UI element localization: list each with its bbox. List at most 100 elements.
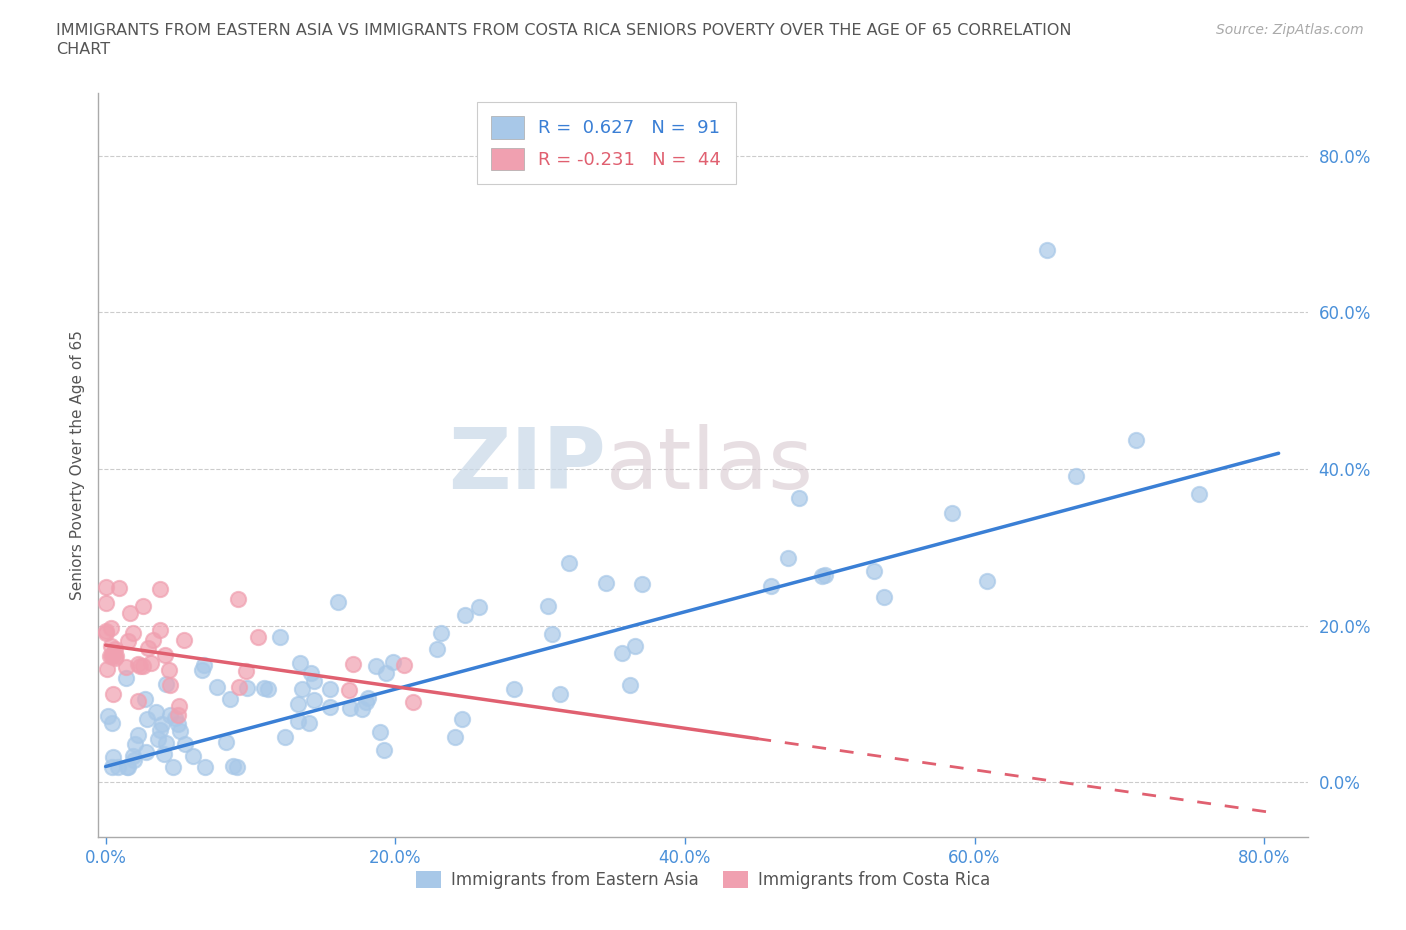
Point — [131, 658, 153, 673]
Point — [150, 717, 173, 732]
Point — [115, 660, 138, 675]
Point — [207, 680, 229, 695]
Point — [153, 746, 176, 761]
Point — [127, 657, 149, 671]
Point — [124, 737, 146, 751]
Point — [357, 690, 380, 705]
Point — [145, 705, 167, 720]
Point — [107, 580, 129, 595]
Point — [595, 576, 617, 591]
Point — [761, 578, 783, 593]
Point — [117, 634, 139, 649]
Point — [94, 579, 117, 594]
Point — [100, 620, 122, 635]
Point — [103, 686, 125, 701]
Point — [190, 662, 212, 677]
Point — [402, 695, 425, 710]
Point — [114, 671, 136, 685]
Point — [167, 708, 190, 723]
Point — [1036, 242, 1059, 257]
Point — [142, 632, 165, 647]
Point — [96, 662, 118, 677]
Point — [174, 737, 197, 751]
Point — [246, 630, 269, 644]
Point — [167, 698, 190, 713]
Point — [136, 711, 159, 726]
Point — [100, 639, 122, 654]
Point — [104, 642, 127, 657]
Point — [104, 649, 127, 664]
Point — [612, 645, 634, 660]
Point — [100, 649, 122, 664]
Point — [304, 692, 326, 707]
Point — [269, 630, 291, 644]
Point — [350, 701, 373, 716]
Point — [630, 577, 652, 591]
Point — [122, 625, 145, 640]
Point — [155, 677, 177, 692]
Point — [127, 728, 149, 743]
Point — [1064, 469, 1087, 484]
Point — [146, 732, 169, 747]
Point — [167, 716, 190, 731]
Point — [787, 491, 810, 506]
Point — [536, 599, 558, 614]
Point — [253, 680, 276, 695]
Point — [117, 759, 139, 774]
Point — [373, 743, 395, 758]
Point — [302, 674, 325, 689]
Point — [1125, 432, 1147, 447]
Point — [149, 623, 172, 638]
Point — [319, 682, 342, 697]
Point — [103, 646, 125, 661]
Point — [468, 599, 491, 614]
Point — [558, 556, 581, 571]
Point — [236, 681, 259, 696]
Point — [100, 647, 122, 662]
Point — [101, 750, 124, 764]
Point — [392, 658, 415, 673]
Point — [298, 716, 321, 731]
Point — [429, 626, 451, 641]
Point — [339, 701, 361, 716]
Point — [155, 736, 177, 751]
Point — [104, 650, 127, 665]
Point — [941, 505, 963, 520]
Point — [226, 759, 249, 774]
Point — [96, 624, 118, 639]
Point — [873, 590, 896, 604]
Point — [141, 656, 163, 671]
Point — [173, 633, 195, 648]
Point — [120, 605, 142, 620]
Point — [863, 565, 886, 579]
Point — [548, 686, 571, 701]
Point — [96, 595, 118, 610]
Point — [976, 573, 998, 588]
Point — [122, 753, 145, 768]
Text: CHART: CHART — [56, 42, 110, 57]
Point — [318, 699, 340, 714]
Point — [226, 591, 249, 606]
Point — [222, 759, 245, 774]
Legend: Immigrants from Eastern Asia, Immigrants from Costa Rica: Immigrants from Eastern Asia, Immigrants… — [409, 864, 997, 896]
Point — [159, 708, 181, 723]
Y-axis label: Seniors Poverty Over the Age of 65: Seniors Poverty Over the Age of 65 — [69, 330, 84, 600]
Point — [194, 759, 217, 774]
Point — [100, 715, 122, 730]
Point — [169, 724, 191, 738]
Point — [540, 627, 562, 642]
Point — [107, 759, 129, 774]
Point — [101, 648, 124, 663]
Point — [132, 599, 155, 614]
Point — [619, 678, 641, 693]
Point — [97, 709, 120, 724]
Point — [157, 663, 180, 678]
Point — [342, 657, 364, 671]
Point — [328, 594, 350, 609]
Point — [426, 641, 449, 656]
Point — [810, 568, 832, 583]
Point — [163, 711, 186, 725]
Point — [159, 677, 181, 692]
Point — [623, 638, 645, 653]
Text: atlas: atlas — [606, 423, 814, 507]
